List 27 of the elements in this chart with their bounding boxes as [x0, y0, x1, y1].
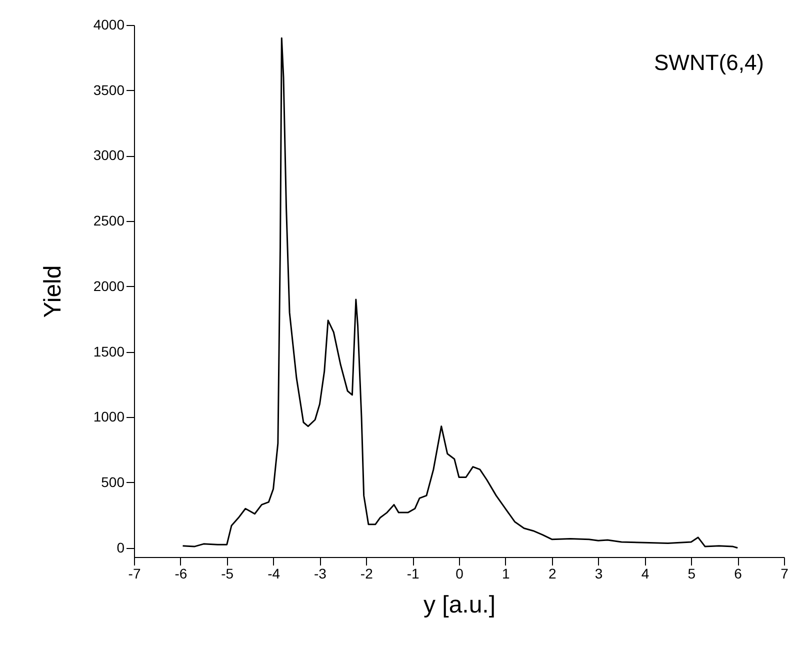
x-tick-label: -1 [406, 566, 420, 582]
x-tick-label: 7 [780, 566, 789, 582]
x-tick-label: 6 [734, 566, 742, 582]
x-tick-label: 4 [641, 566, 650, 582]
x-tick-label: 1 [502, 566, 510, 582]
y-tick-label: 1000 [93, 408, 125, 425]
y-tick-label: 1500 [93, 343, 125, 360]
x-tick-label: -3 [314, 566, 327, 582]
x-tick-label: -7 [128, 566, 141, 582]
x-tick-label: -2 [360, 566, 374, 582]
y-tick-label: 500 [101, 474, 125, 490]
x-tick-label: 5 [688, 566, 696, 582]
y-tick-label: 0 [116, 539, 125, 556]
x-tick-label: -4 [268, 566, 280, 582]
x-tick-label: 0 [456, 566, 464, 582]
y-tick-label: 2000 [93, 278, 125, 294]
y-axis-title: Yield [39, 265, 66, 318]
x-tick-label: -6 [174, 566, 188, 582]
y-tick-label: 3500 [93, 82, 125, 98]
y-tick-label: 4000 [93, 16, 125, 32]
x-tick-label: 2 [548, 566, 556, 582]
y-tick-label: 3000 [93, 147, 125, 164]
y-tick-label: 2500 [93, 212, 125, 229]
x-axis-title: y [a.u.] [423, 592, 496, 618]
x-tick-label: -5 [221, 566, 234, 582]
annotation: SWNT(6,4) [654, 50, 764, 75]
x-tick-label: 3 [594, 566, 603, 582]
